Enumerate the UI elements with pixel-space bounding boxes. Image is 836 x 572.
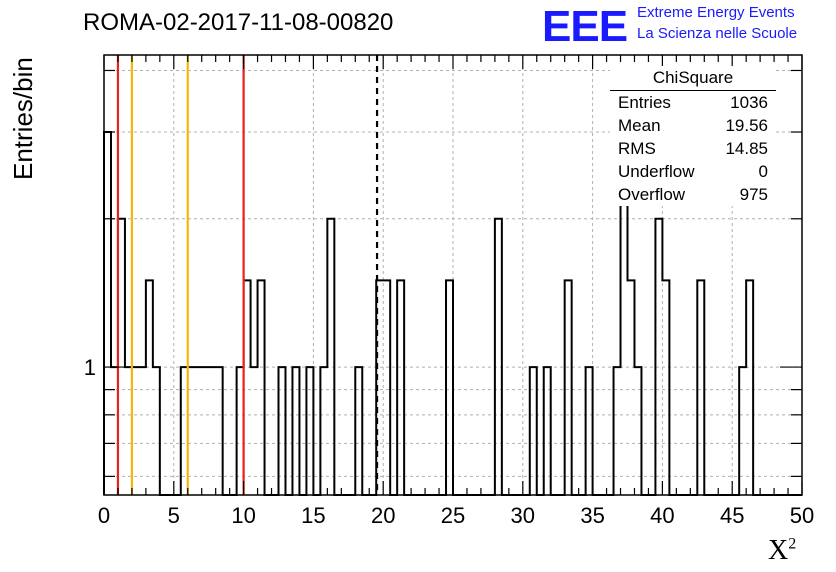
histogram-bin — [628, 280, 635, 495]
x-tick-label: 15 — [301, 503, 325, 528]
logo-line-1: Extreme Energy Events — [637, 4, 795, 21]
histogram-bin — [251, 367, 258, 495]
histogram-bin — [634, 367, 641, 495]
histogram-bin — [279, 367, 286, 495]
histogram-bin — [258, 280, 265, 495]
histogram-bin — [746, 280, 753, 495]
stats-value: 19.56 — [725, 116, 768, 135]
x-tick-label: 0 — [98, 503, 110, 528]
histogram-bin — [195, 367, 202, 495]
y-axis-label: Entries/bin — [8, 57, 38, 180]
x-axis-label-base: X — [768, 535, 789, 566]
histogram-bin — [397, 280, 404, 495]
x-tick-label: 30 — [511, 503, 535, 528]
histogram-bin — [565, 280, 572, 495]
reference-lines-layer — [116, 55, 379, 495]
stats-value: 975 — [739, 185, 768, 204]
stats-label: RMS — [618, 139, 656, 158]
histogram-bin — [292, 367, 299, 495]
stats-row: RMS 14.85 — [610, 137, 776, 160]
x-tick-label: 5 — [168, 503, 180, 528]
histogram-bin — [655, 219, 662, 495]
stats-row: Overflow 975 — [610, 183, 776, 206]
histogram-bin — [662, 280, 669, 495]
histogram-bin — [146, 280, 153, 495]
stats-row: Entries 1036 — [610, 91, 776, 114]
x-axis-label: X2 — [768, 535, 796, 567]
stats-row: Underflow 0 — [610, 160, 776, 183]
eee-logo: EEE — [542, 2, 628, 51]
histogram-bin — [495, 219, 502, 495]
stats-label: Underflow — [618, 162, 695, 181]
histogram-bin — [202, 367, 209, 495]
stats-rows: Entries 1036 Mean 19.56 RMS 14.85 Underflow 0 Ov… — [610, 91, 776, 206]
x-tick-label: 50 — [790, 503, 814, 528]
stats-title: ChiSquare — [610, 66, 776, 91]
x-axis-label-exponent: 2 — [788, 535, 797, 553]
stats-value: 14.85 — [725, 139, 768, 158]
histogram-bin — [697, 280, 704, 495]
x-tick-label: 20 — [371, 503, 395, 528]
stats-label: Mean — [618, 116, 661, 135]
histogram-bin — [586, 367, 593, 495]
stats-label: Entries — [618, 93, 671, 112]
histogram-bin — [216, 367, 223, 495]
histogram-bin — [383, 280, 390, 495]
histogram-bin — [153, 367, 160, 495]
histogram-bin — [530, 367, 537, 495]
histogram-bin — [739, 367, 746, 495]
y-tick-label: 1 — [84, 355, 96, 380]
x-tick-label: 35 — [580, 503, 604, 528]
x-tick-label: 10 — [231, 503, 255, 528]
stats-value: 1036 — [730, 93, 768, 112]
histogram-bin — [614, 367, 621, 495]
histogram-bin — [139, 367, 146, 495]
histogram-bin — [306, 367, 313, 495]
histogram-bin — [320, 367, 327, 495]
stats-label: Overflow — [618, 185, 686, 204]
x-tick-label: 25 — [441, 503, 465, 528]
chart-title: ROMA-02-2017-11-08-00820 — [83, 9, 394, 36]
histogram-bin — [327, 219, 334, 495]
stats-box: ChiSquare Entries 1036 Mean 19.56 RMS 14.85 Un… — [610, 66, 776, 206]
histogram-bin — [544, 367, 551, 495]
logo-line-2: La Scienza nelle Scuole — [637, 25, 798, 42]
stats-value: 0 — [758, 162, 768, 181]
stats-row: Mean 19.56 — [610, 114, 776, 137]
ticks-layer: 10 5 10 15 20 25 30 35 40 45 50 — [84, 55, 814, 528]
histogram-bin — [104, 132, 111, 495]
x-tick-label: 40 — [650, 503, 674, 528]
histogram-bin — [209, 367, 216, 495]
histogram-bin — [446, 280, 453, 495]
histogram-bin — [355, 367, 362, 495]
x-tick-label: 45 — [720, 503, 744, 528]
